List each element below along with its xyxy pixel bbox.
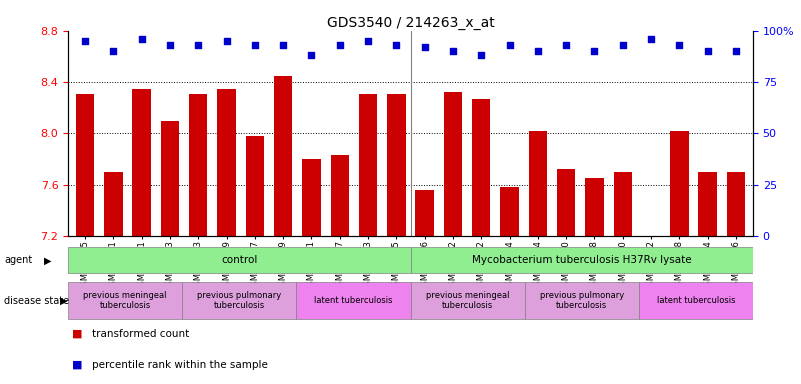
Point xyxy=(701,48,714,55)
Point xyxy=(248,42,261,48)
Bar xyxy=(182,282,296,319)
Bar xyxy=(387,94,405,384)
Text: previous pulmonary
tuberculosis: previous pulmonary tuberculosis xyxy=(197,291,281,310)
Text: ▶: ▶ xyxy=(60,296,67,306)
Text: disease state: disease state xyxy=(4,296,69,306)
Point xyxy=(135,36,148,42)
Bar xyxy=(727,172,745,384)
Point xyxy=(390,42,403,48)
Point xyxy=(418,44,431,50)
Point xyxy=(673,42,686,48)
Text: latent tuberculosis: latent tuberculosis xyxy=(657,296,735,305)
Bar xyxy=(359,94,377,384)
Point xyxy=(78,38,91,44)
Point xyxy=(730,48,743,55)
Bar xyxy=(217,88,235,384)
Bar xyxy=(274,76,292,384)
Bar xyxy=(132,88,151,384)
Point xyxy=(192,42,205,48)
Title: GDS3540 / 214263_x_at: GDS3540 / 214263_x_at xyxy=(327,16,494,30)
Point xyxy=(645,36,658,42)
Point xyxy=(107,48,120,55)
Point xyxy=(560,42,573,48)
Text: previous meningeal
tuberculosis: previous meningeal tuberculosis xyxy=(83,291,167,310)
Point xyxy=(475,52,488,58)
Bar xyxy=(501,187,519,384)
Bar xyxy=(557,169,575,384)
Bar xyxy=(68,282,182,319)
Point xyxy=(277,42,290,48)
Bar xyxy=(472,99,490,384)
Bar xyxy=(68,247,410,273)
Text: agent: agent xyxy=(4,255,32,265)
Bar xyxy=(670,131,689,384)
Bar xyxy=(614,172,632,384)
Text: Mycobacterium tuberculosis H37Rv lysate: Mycobacterium tuberculosis H37Rv lysate xyxy=(472,255,691,265)
Bar xyxy=(161,121,179,384)
Point xyxy=(220,38,233,44)
Bar xyxy=(416,190,434,384)
Bar xyxy=(246,136,264,384)
Bar xyxy=(698,172,717,384)
Bar xyxy=(296,282,410,319)
Bar xyxy=(410,247,753,273)
Bar xyxy=(76,94,95,384)
Point xyxy=(446,48,459,55)
Bar xyxy=(525,282,638,319)
Text: ▶: ▶ xyxy=(44,255,51,265)
Bar xyxy=(586,179,604,384)
Bar xyxy=(529,131,547,384)
Point xyxy=(333,42,346,48)
Bar xyxy=(642,236,660,384)
Point xyxy=(305,52,318,58)
Point xyxy=(503,42,516,48)
Bar xyxy=(189,94,207,384)
Bar xyxy=(302,159,320,384)
Point xyxy=(588,48,601,55)
Text: ■: ■ xyxy=(72,360,83,370)
Text: transformed count: transformed count xyxy=(92,329,189,339)
Point xyxy=(531,48,544,55)
Text: percentile rank within the sample: percentile rank within the sample xyxy=(92,360,268,370)
Text: latent tuberculosis: latent tuberculosis xyxy=(314,296,392,305)
Bar xyxy=(638,282,753,319)
Point xyxy=(163,42,176,48)
Text: control: control xyxy=(221,255,257,265)
Bar xyxy=(331,155,349,384)
Bar xyxy=(410,282,525,319)
Text: ■: ■ xyxy=(72,329,83,339)
Bar xyxy=(444,92,462,384)
Text: previous pulmonary
tuberculosis: previous pulmonary tuberculosis xyxy=(540,291,624,310)
Point xyxy=(362,38,375,44)
Point xyxy=(616,42,629,48)
Bar xyxy=(104,172,123,384)
Text: previous meningeal
tuberculosis: previous meningeal tuberculosis xyxy=(426,291,509,310)
